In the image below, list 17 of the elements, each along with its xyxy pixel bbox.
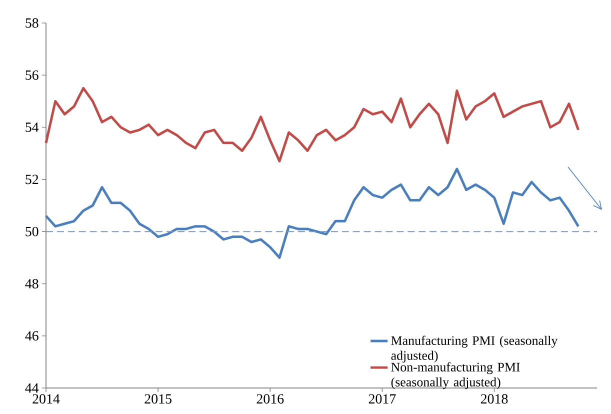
x-tick-label: 2016 <box>256 394 284 404</box>
line-series <box>44 168 580 259</box>
line-series <box>44 86 580 162</box>
y-tick-label: 48 <box>25 279 38 288</box>
x-tick-label: 2018 <box>480 394 508 404</box>
y-tick-label: 44 <box>25 383 39 393</box>
y-tick-label: 50 <box>26 226 38 236</box>
legend-label: Non-manufacturing PMI (seasonally adjusted) <box>391 362 520 390</box>
y-tick-label: 52 <box>26 174 38 184</box>
y-tick-label: 56 <box>26 70 38 80</box>
x-tick-label: 2017 <box>368 394 396 404</box>
y-tick-label: 58 <box>26 18 38 28</box>
x-tick-label: 2015 <box>144 394 172 404</box>
y-tick-label: 46 <box>25 331 38 341</box>
x-tick-label: 2014 <box>32 394 60 404</box>
y-tick-label: 54 <box>26 122 39 132</box>
legend-label: Manufacturing PMI (seasonally adjusted) <box>391 336 558 363</box>
